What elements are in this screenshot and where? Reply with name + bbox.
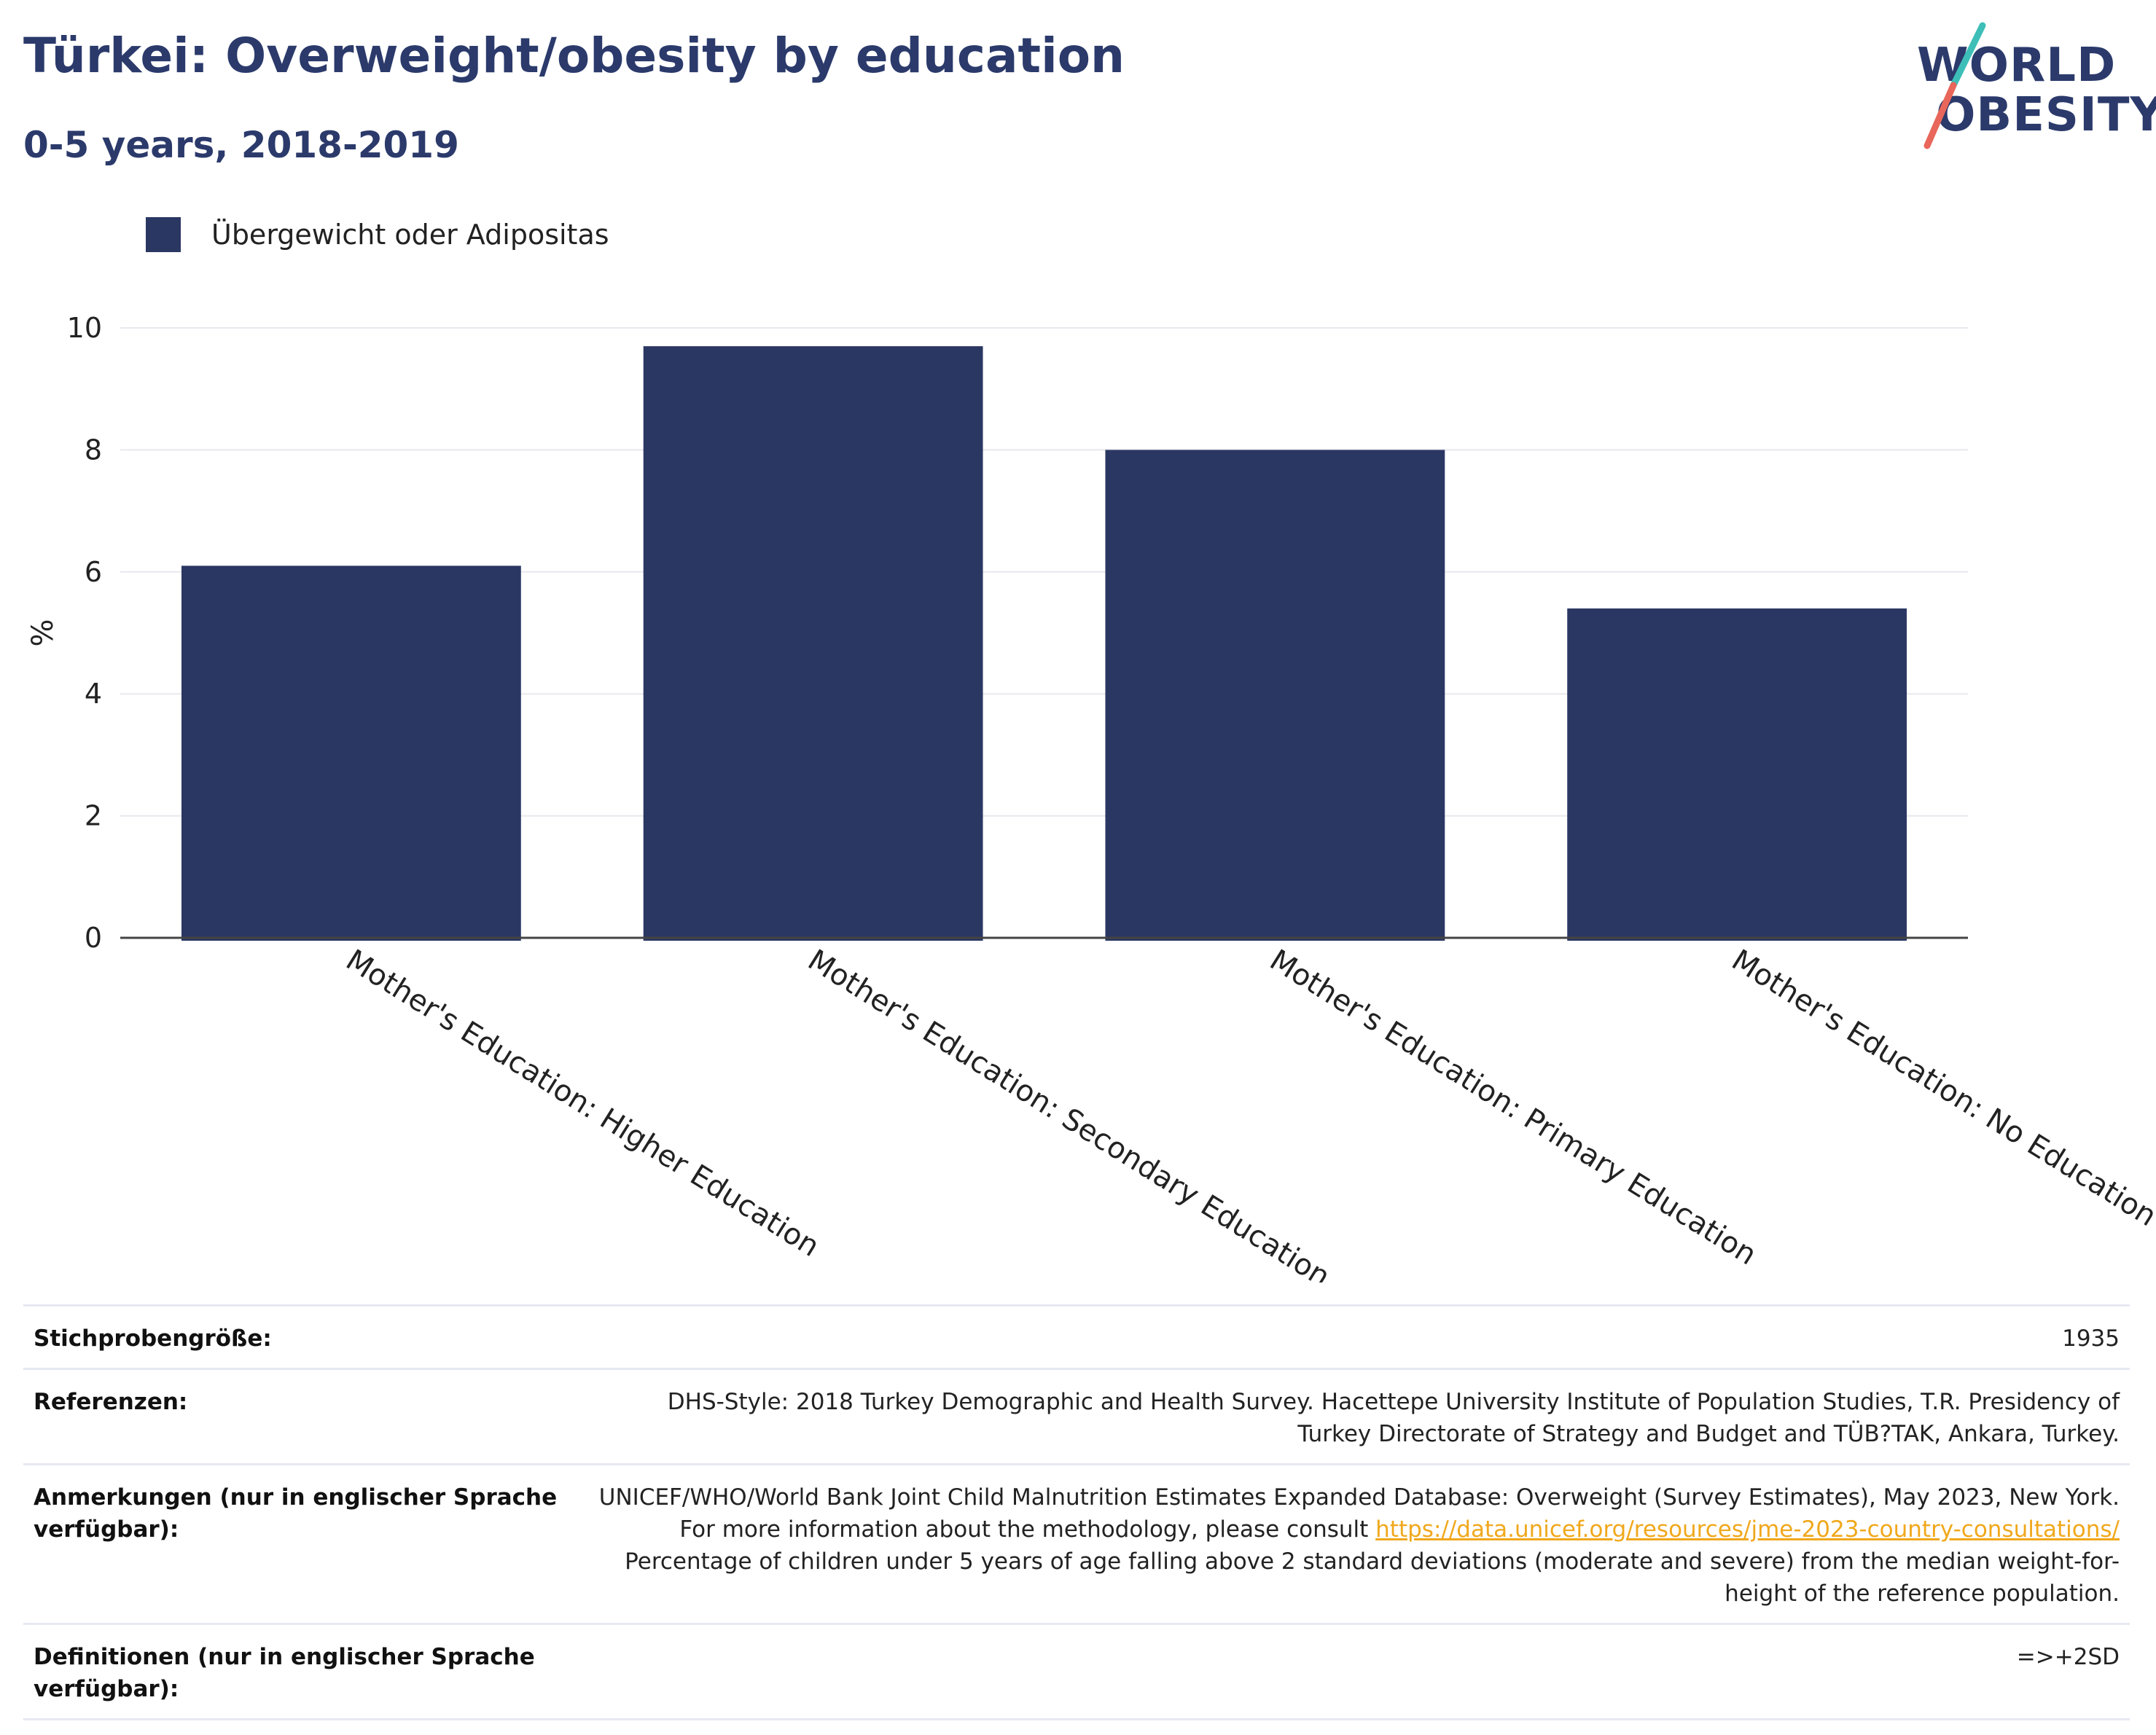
- legend[interactable]: Übergewicht oder Adipositas: [146, 216, 609, 253]
- logo-slash-icon: [1923, 22, 1986, 149]
- x-tick-label: Mother's Education: Secondary Education: [802, 943, 1335, 1282]
- y-axis-label: %: [26, 619, 60, 646]
- y-tick-label: 2: [85, 800, 102, 832]
- notes-link[interactable]: https://data.unicef.org/resources/jme-20…: [1375, 1516, 2120, 1543]
- references-label: Referenzen:: [34, 1389, 188, 1415]
- notes-text-after: Percentage of children under 5 years of …: [625, 1548, 2120, 1607]
- notes-label: Anmerkungen (nur in englischer Sprache v…: [34, 1484, 558, 1543]
- table-row-sample-size: Stichprobengröße: 1935: [23, 1307, 2130, 1370]
- legend-swatch: [146, 217, 181, 252]
- sample-size-label: Stichprobengröße:: [34, 1325, 272, 1352]
- y-tick-label: 6: [85, 556, 102, 588]
- chart-title: Türkei: Overweight/obesity by education: [23, 28, 1125, 84]
- bar-chart: 0 2 4 6 8 10% Mother's Education: Higher Educa…: [26, 312, 2156, 1282]
- y-tick-label: 8: [85, 434, 102, 466]
- bar[interactable]: [1567, 608, 1907, 941]
- table-row-definitions: Definitionen (nur in englischer Sprache …: [23, 1625, 2130, 1720]
- x-tick-label: Mother's Education: Primary Education: [1264, 943, 1762, 1272]
- x-tick-label: Mother's Education: No Education: [1726, 943, 2156, 1233]
- y-tick-label: 4: [85, 678, 102, 710]
- y-tick-label: 10: [67, 312, 102, 344]
- table-row-notes: Anmerkungen (nur in englischer Sprache v…: [23, 1465, 2130, 1625]
- notes-text-before: UNICEF/WHO/World Bank Joint Child Malnut…: [598, 1484, 2120, 1543]
- bar[interactable]: [181, 565, 521, 941]
- legend-label: Übergewicht oder Adipositas: [211, 219, 609, 251]
- logo-line-1: WORLD: [1917, 39, 2117, 93]
- chart-subtitle: 0-5 years, 2018-2019: [23, 124, 459, 166]
- table-row-references: Referenzen: DHS-Style: 2018 Turkey Demog…: [23, 1370, 2130, 1465]
- info-table: Stichprobengröße: 1935 Referenzen: DHS-S…: [23, 1304, 2130, 1720]
- bar[interactable]: [643, 346, 983, 941]
- y-tick-label: 0: [85, 922, 102, 954]
- x-tick-label: Mother's Education: Higher Education: [340, 943, 825, 1264]
- logo-line-2: OBESITY: [1936, 88, 2156, 142]
- references-value: DHS-Style: 2018 Turkey Demographic and H…: [667, 1389, 2120, 1447]
- bar[interactable]: [1105, 450, 1445, 941]
- sample-size-value: 1935: [2062, 1325, 2120, 1352]
- definitions-label: Definitionen (nur in englischer Sprache …: [34, 1644, 535, 1702]
- notes-value: UNICEF/WHO/World Bank Joint Child Malnut…: [558, 1481, 2120, 1610]
- definitions-value: =>+2SD: [2016, 1644, 2120, 1670]
- world-obesity-logo[interactable]: WORLD OBESITY: [1895, 18, 2156, 157]
